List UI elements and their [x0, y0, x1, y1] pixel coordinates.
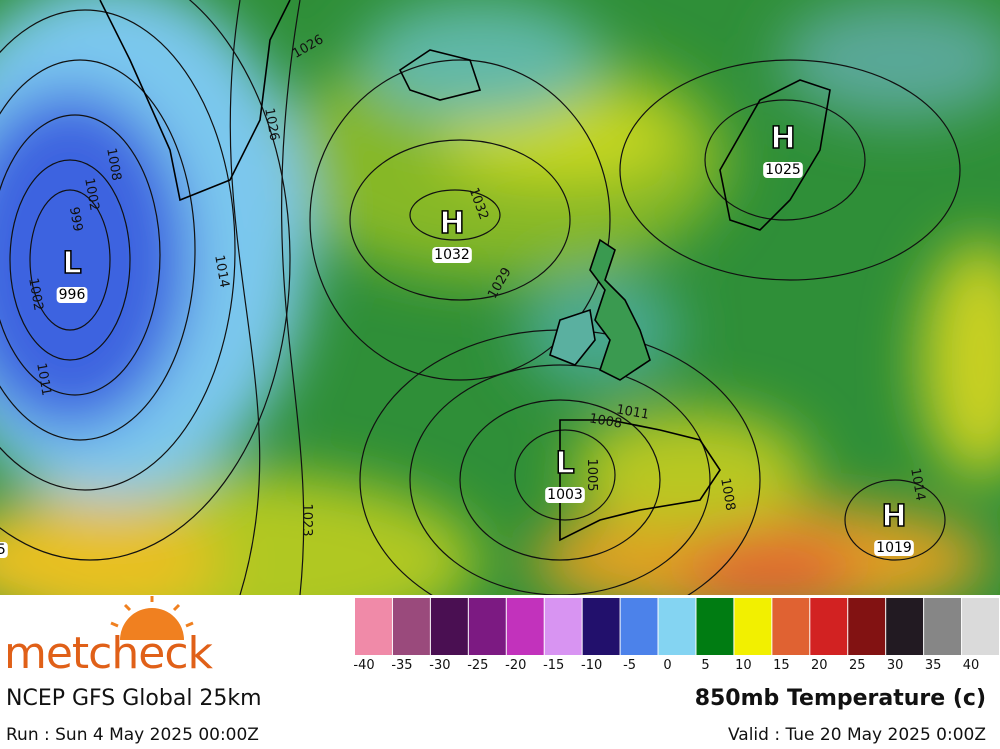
center-letter: H — [881, 499, 906, 534]
isobar-label: 1008 — [588, 411, 623, 432]
isobar-label: 1008 — [717, 477, 738, 512]
isobar-label: 1011 — [33, 362, 54, 397]
legend-swatch — [355, 598, 392, 655]
legend-label: 5 — [701, 658, 709, 673]
center-label-box — [763, 162, 803, 178]
center-label-box — [432, 247, 472, 263]
center-letter: L — [62, 246, 81, 281]
map-field — [0, 0, 1000, 595]
legend-label: 0 — [663, 658, 671, 673]
legend-swatch — [886, 598, 924, 655]
run-time: Run : Sun 4 May 2025 00:00Z — [6, 725, 259, 745]
isobar-label: 1014 — [211, 254, 232, 289]
center-pressure: 1032 — [434, 247, 470, 263]
center-label-box — [0, 542, 8, 558]
legend-label: -10 — [581, 658, 602, 673]
legend-swatch — [430, 598, 468, 655]
isobar-label: 1023 — [299, 503, 314, 536]
isobar-label: 1002 — [81, 177, 102, 212]
center-letter: H — [770, 121, 795, 156]
center-label-box — [545, 487, 585, 503]
legend-swatch — [696, 598, 734, 655]
center-letter: H — [439, 206, 464, 241]
isobar-label: 1014 — [907, 467, 928, 502]
legend-label: -40 — [353, 658, 374, 673]
legend-label: 30 — [887, 658, 904, 673]
legend-label: -15 — [543, 658, 564, 673]
legend-swatch — [658, 598, 696, 655]
legend-label: 10 — [735, 658, 752, 673]
legend-swatch — [734, 598, 772, 655]
product-title: 850mb Temperature (c) — [695, 686, 986, 711]
isobar-label: 1002 — [25, 277, 46, 312]
legend-swatch — [810, 598, 848, 655]
valid-time: Valid : Tue 20 May 2025 0:00Z — [728, 725, 986, 745]
center-pressure: 1025 — [765, 162, 801, 178]
legend-label: -20 — [505, 658, 526, 673]
legend-label: -5 — [623, 658, 636, 673]
logo: metcheck — [4, 596, 215, 679]
legend-label: 40 — [963, 658, 980, 673]
center-label-box — [874, 540, 914, 556]
legend-swatch — [468, 598, 506, 655]
center-pressure: 1003 — [547, 487, 583, 503]
legend-swatch — [848, 598, 886, 655]
legend-swatch — [506, 598, 544, 655]
isobar-label: 1005 — [584, 458, 599, 491]
center-letter: L — [555, 446, 574, 481]
isobar-label: 1026 — [261, 107, 282, 142]
legend-swatch — [962, 598, 999, 655]
legend-label: 35 — [925, 658, 942, 673]
legend-swatch — [772, 598, 810, 655]
legend-label: 25 — [849, 658, 866, 673]
center-pressure: 996 — [59, 287, 86, 303]
isobar-label: 1011 — [615, 402, 650, 423]
legend-label: 15 — [773, 658, 790, 673]
legend-label: -30 — [429, 658, 450, 673]
model-name: NCEP GFS Global 25km — [6, 686, 262, 711]
legend-swatch — [544, 598, 582, 655]
legend-swatch — [392, 598, 430, 655]
center-pressure: 1019 — [876, 540, 912, 556]
center-label-box — [56, 287, 88, 303]
center-letter: H — [0, 501, 1, 536]
legend-swatch — [620, 598, 658, 655]
center-pressure: 1025 — [0, 542, 6, 558]
logo-text: metcheck — [4, 628, 214, 679]
legend-label: 20 — [811, 658, 828, 673]
isobar-label: 1008 — [103, 147, 124, 182]
isobar-label: 999 — [66, 206, 85, 233]
legend-swatch — [924, 598, 962, 655]
legend-swatch — [582, 598, 620, 655]
legend-label: -35 — [391, 658, 412, 673]
legend-label: -25 — [467, 658, 488, 673]
